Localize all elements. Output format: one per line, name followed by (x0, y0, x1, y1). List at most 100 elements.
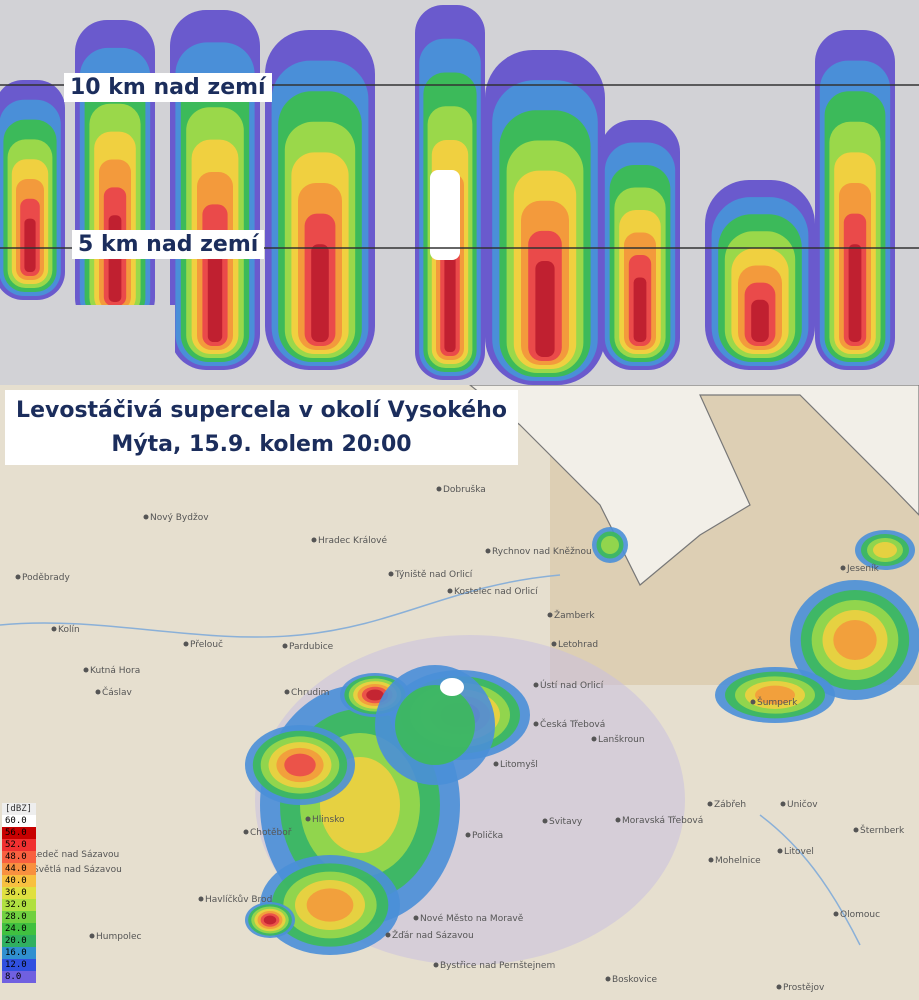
town-dot (51, 626, 57, 632)
town-dot (547, 612, 553, 618)
echo (601, 536, 619, 554)
town-label: Kostelec nad Orlicí (454, 587, 538, 597)
town-dot (305, 816, 311, 822)
town-label: Uničov (787, 799, 818, 810)
town-label: Kolín (58, 625, 80, 635)
radar-map: Hradec Králové Pardubice Chrudim Dobruška No… (0, 385, 919, 1000)
town-label: Chrudim (291, 688, 329, 698)
town-dot (15, 574, 21, 580)
town-label: Litomyšl (500, 759, 538, 770)
town-dot (708, 857, 714, 863)
legend-item: 8.0 (2, 971, 36, 983)
legend-item: 16.0 (2, 947, 36, 959)
town-label: Šternberk (860, 824, 905, 836)
town-dot (447, 588, 453, 594)
legend: [dBZ] 60.0 56.0 52.0 48.0 44.0 40.0 36.0 32.0 28… (2, 803, 36, 983)
legend-item: 12.0 (2, 959, 36, 971)
town-label: Poděbrady (22, 573, 71, 583)
legend-unit: [dBZ] (2, 803, 36, 815)
echo (633, 277, 647, 342)
legend-item: 56.0 (2, 827, 36, 839)
echo-core (430, 170, 460, 260)
cross-section (0, 0, 919, 385)
town-dot (89, 933, 95, 939)
echo (263, 915, 277, 925)
echo (24, 218, 36, 272)
height-label: 5 km nad zemí (72, 230, 265, 259)
town-label: Humpolec (96, 932, 141, 942)
town-label: Dobruška (443, 484, 486, 495)
town-dot (465, 832, 471, 838)
river (0, 574, 561, 638)
town-dot (413, 915, 419, 921)
town-label: Polička (472, 830, 503, 841)
town-label: Olomouc (840, 910, 880, 920)
town-dot (95, 689, 101, 695)
echo-core (440, 678, 464, 696)
town-label: Svitavy (549, 817, 583, 827)
town-dot (284, 689, 290, 695)
echo (848, 244, 862, 342)
town-label: Šumperk (757, 696, 798, 708)
legend-item: 20.0 (2, 935, 36, 947)
legend-item: 44.0 (2, 863, 36, 875)
echo (284, 753, 316, 777)
river (759, 814, 861, 946)
town-label: Hlinsko (312, 815, 345, 825)
town-dot (385, 932, 391, 938)
echo (306, 888, 354, 922)
town-dot (436, 486, 442, 492)
legend-item: 48.0 (2, 851, 36, 863)
town-label: Žamberk (554, 609, 595, 621)
legend-item: 28.0 (2, 911, 36, 923)
town-label: Jeseník (846, 564, 880, 574)
town-label: Nový Bydžov (150, 513, 209, 523)
border-region (469, 385, 919, 586)
town-label: Moravská Třebová (622, 816, 703, 826)
town-dot (183, 641, 189, 647)
town-dot (198, 896, 204, 902)
legend-item: 24.0 (2, 923, 36, 935)
echo (311, 244, 329, 342)
town-label: Ústí nad Orlicí (540, 679, 604, 691)
title-line: Mýta, 15.9. kolem 20:00 (111, 432, 412, 457)
title: Levostáčivá supercela v okolí Vysokého M… (5, 390, 518, 465)
town-label: Žďár nad Sázavou (392, 929, 474, 941)
title-line: Levostáčivá supercela v okolí Vysokého (16, 398, 507, 423)
town-dot (311, 537, 317, 543)
echo (755, 685, 795, 705)
town-dot (833, 911, 839, 917)
legend-item: 36.0 (2, 887, 36, 899)
town-label: Zábřeh (714, 800, 746, 810)
town-label: Přelouč (190, 639, 223, 650)
town-dot (533, 682, 539, 688)
town-dot (388, 571, 394, 577)
town-label: Bystřice nad Pernštejnem (440, 960, 555, 971)
town-label: Chotěboř (250, 828, 292, 838)
town-dot (243, 829, 249, 835)
town-label: Ledeč nad Sázavou (32, 849, 119, 860)
legend-item: 40.0 (2, 875, 36, 887)
legend-item: 32.0 (2, 899, 36, 911)
town-label: Havlíčkův Brod (205, 894, 272, 905)
echo (444, 241, 456, 352)
town-dot (542, 818, 548, 824)
town-label: Mohelnice (715, 856, 761, 866)
legend-item: 60.0 (2, 815, 36, 827)
town-dot (777, 848, 783, 854)
town-dot (83, 667, 89, 673)
town-label: Litovel (784, 847, 814, 857)
town-dot (776, 984, 782, 990)
town-dot (551, 641, 557, 647)
town-dot (591, 736, 597, 742)
town-label: Letohrad (558, 640, 598, 650)
legend-item: 52.0 (2, 839, 36, 851)
town-label: Prostějov (783, 983, 825, 993)
town-dot (840, 565, 846, 571)
echo (395, 685, 475, 765)
town-label: Nové Město na Moravě (420, 913, 524, 924)
town-dot (707, 801, 713, 807)
town-dot (533, 721, 539, 727)
town-label: Čáslav (102, 686, 133, 698)
